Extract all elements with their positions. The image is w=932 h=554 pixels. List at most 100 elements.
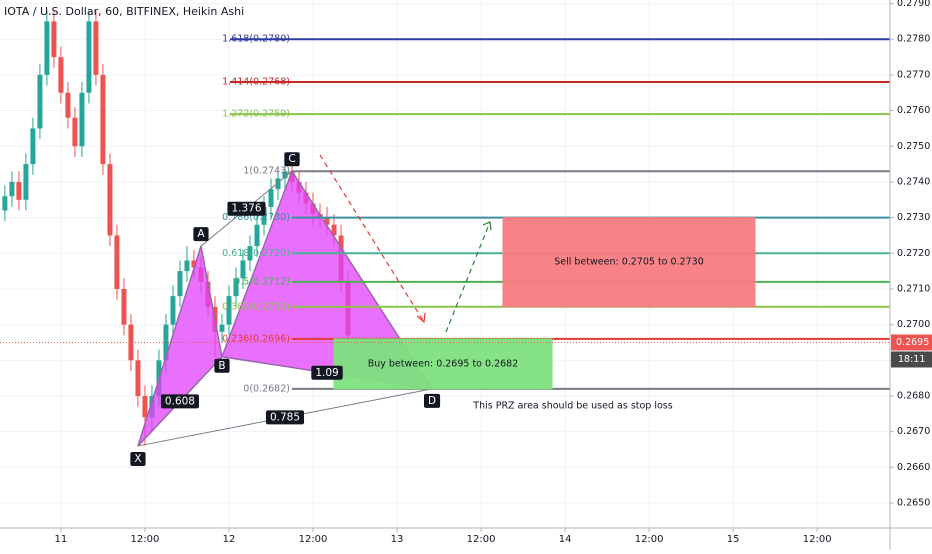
x-tick-label: 15 — [727, 534, 740, 545]
annotations: 1.618(0.2780) 1.414(0.2768) 1.272(0.2759) 1… — [0, 34, 890, 466]
candle-body — [100, 74, 106, 165]
arrow-down — [319, 154, 425, 323]
sell-zone-text: Sell between: 0.2705 to 0.2730 — [554, 257, 704, 268]
y-tick-label: 0.2650 — [897, 498, 930, 509]
buy-zone-text: Buy between: 0.2695 to 0.2682 — [368, 358, 519, 369]
point-label: X — [134, 453, 141, 465]
candle-body — [65, 92, 71, 118]
candle-body — [23, 164, 29, 200]
x-tick-label: 11 — [55, 534, 68, 545]
candle-body — [331, 224, 337, 236]
time-axis-bg — [0, 528, 932, 550]
fib-label: 1.414(0.2768) — [222, 77, 290, 88]
arrow-head — [482, 221, 492, 231]
candle-body — [324, 217, 330, 225]
sell-zone — [502, 217, 756, 308]
fib-label: 1(0.2743) — [243, 166, 290, 177]
candle-body — [170, 296, 176, 325]
candle-body — [9, 181, 15, 197]
candle-body — [247, 246, 253, 261]
pattern-leg — [200, 246, 223, 357]
y-tick-label: 0.2730 — [897, 212, 930, 223]
point-label: B — [218, 360, 225, 372]
candle-body — [219, 324, 225, 332]
candle-body — [114, 235, 120, 289]
last-price-box — [891, 334, 932, 351]
candle-body — [2, 196, 8, 211]
point-label-box — [423, 393, 441, 408]
price-axis-bg — [890, 0, 932, 550]
last-price-label: 0.2695 — [896, 337, 929, 348]
candle-body — [79, 92, 85, 147]
candle-body — [58, 57, 64, 93]
y-tick-label: 0.2700 — [897, 319, 930, 330]
ratio-label: 0.608 — [165, 395, 195, 407]
ratio-label-box — [160, 394, 199, 409]
y-tick-label: 0.2750 — [897, 141, 930, 152]
point-label-box — [284, 152, 300, 167]
y-tick-label: 0.2740 — [897, 176, 930, 187]
candle-body — [93, 21, 99, 75]
ratio-label-box — [311, 365, 343, 380]
candle-body — [86, 21, 92, 93]
candle-body — [268, 189, 274, 207]
y-tick-label: 0.2660 — [897, 462, 930, 473]
y-tick-label: 0.2760 — [897, 105, 930, 116]
candle-body — [240, 260, 246, 279]
fib-label: 1.272(0.2759) — [222, 109, 290, 120]
candle-body — [254, 224, 260, 247]
pattern-leg — [137, 246, 202, 447]
y-tick-label: 0.2770 — [897, 69, 930, 80]
candle-body — [226, 296, 232, 325]
point-label-box — [214, 358, 230, 373]
chart-title: IOTA / U.S. Dollar, 60, BITFINEX, Heikin… — [4, 5, 244, 18]
fib-label: 0(0.2682) — [243, 383, 290, 394]
fib-label: 0.236(0.2696) — [222, 333, 290, 344]
candle-body — [107, 164, 113, 236]
x-tick-label: 14 — [559, 534, 572, 545]
plot — [2, 10, 351, 446]
candle-body — [275, 178, 281, 190]
ratio-label: 0.785 — [270, 411, 300, 423]
x-tick-label: 13 — [391, 534, 404, 545]
x-tick-label: 12:00 — [299, 534, 328, 545]
candle-body — [44, 21, 50, 75]
time-box — [891, 351, 932, 368]
x-tick-label: 12:00 — [803, 534, 832, 545]
ratio-label: 1.09 — [315, 367, 338, 379]
y-tick-label: 0.2670 — [897, 426, 930, 437]
ratio-label-box — [227, 201, 266, 216]
point-label: D — [428, 395, 436, 407]
arrow-up — [445, 221, 491, 333]
point-label-box — [130, 451, 146, 466]
y-tick-label: 0.2720 — [897, 248, 930, 259]
candle-body — [51, 21, 57, 58]
fib-label: 0.786(0.2730) — [222, 212, 290, 223]
point-label: A — [197, 228, 205, 240]
candle-body — [261, 206, 267, 225]
candle-body — [128, 324, 134, 361]
ratio-label-box — [265, 410, 305, 425]
candle-body — [37, 74, 43, 129]
x-tick-label: 12:00 — [467, 534, 496, 545]
fib-label: 0.618(0.2720) — [222, 248, 290, 259]
candle-body — [233, 278, 239, 297]
x-tick-label: 12:00 — [131, 534, 160, 545]
candle-body — [16, 181, 22, 200]
fib-label: 0.5(0.2712) — [234, 276, 290, 287]
candle-body — [142, 396, 148, 418]
time-label: 18:11 — [898, 354, 925, 365]
candle-body — [72, 117, 78, 147]
y-tick-label: 0.2790 — [897, 0, 930, 9]
pattern-leg — [221, 171, 293, 357]
x-tick-label: 12:00 — [635, 534, 664, 545]
candle-body — [191, 260, 197, 268]
x-tick-label: 12 — [223, 534, 236, 545]
y-tick-label: 0.2780 — [897, 34, 930, 45]
fib-label: 0.382(0.2705) — [222, 301, 290, 312]
candle-body — [135, 360, 141, 396]
point-label-box — [193, 227, 209, 242]
ratio-label: 1.376 — [231, 203, 261, 215]
